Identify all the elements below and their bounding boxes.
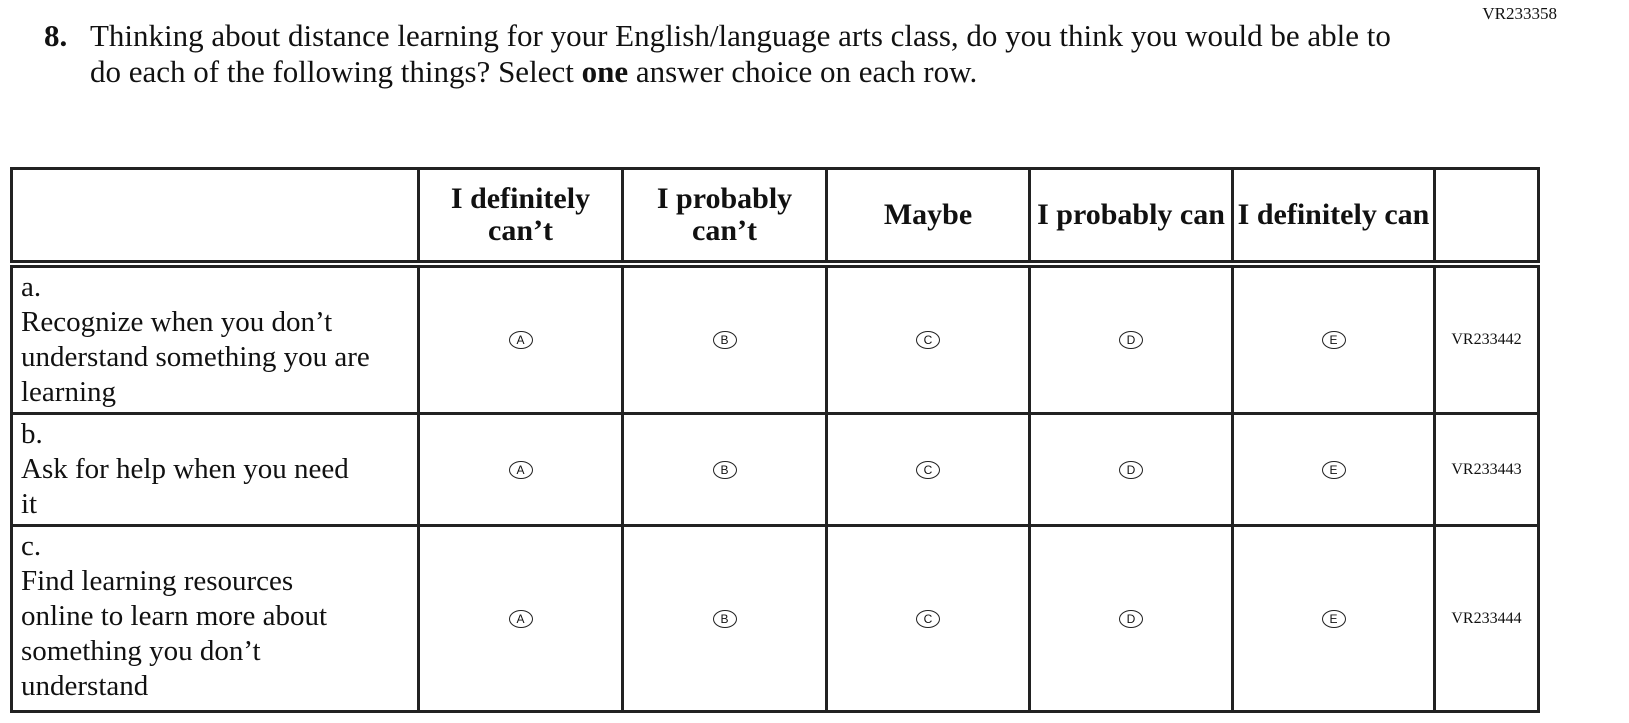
blank-header [10,167,420,268]
item-text: Ask for help when you need it [21,453,349,520]
table-row: a.Recognize when you don’t understand so… [10,262,1540,415]
answer-bubble-a[interactable]: A [508,331,533,349]
option-cell: E [1231,412,1436,527]
column-header: I probably can [1028,167,1234,268]
item-label: c. [21,530,42,562]
answer-bubble-d[interactable]: D [1119,460,1143,479]
option-cell: C [825,262,1031,415]
answer-bubble-b[interactable]: B [712,460,737,479]
option-cell: B [621,412,828,527]
column-header: Maybe [825,167,1031,268]
option-cell: C [825,412,1031,527]
option-cell: E [1231,524,1436,713]
table-row: c.Find learning resources online to lear… [10,524,1540,713]
item-code: VR233444 [1433,524,1540,713]
answer-bubble-e[interactable]: E [1321,460,1346,479]
option-cell: A [417,524,624,713]
question-emphasis: one [581,54,629,89]
table-row: b.Ask for help when you need it A B C D E VR23… [10,412,1540,527]
question-number: 8. [44,18,68,53]
item-cell: a.Recognize when you don’t understand so… [10,262,420,415]
question: 8. Thinking about distance learning for … [44,18,1424,90]
response-grid: I definitely can’t I probably can’t Mayb… [10,167,1540,713]
column-header: I definitely can [1231,167,1436,268]
question-text-part: Thinking about distance learning for you… [90,18,1391,89]
code-header [1433,167,1540,268]
item-cell: c.Find learning resources online to lear… [10,524,420,713]
question-text-part: answer choice on each row. [628,54,978,89]
answer-bubble-c[interactable]: C [916,331,940,349]
answer-bubble-e[interactable]: E [1321,331,1346,349]
option-cell: B [621,262,828,415]
answer-bubble-c[interactable]: C [916,609,940,628]
column-header: I probably can’t [621,167,828,268]
item-code: VR233442 [1433,262,1540,415]
answer-bubble-c[interactable]: C [916,460,940,479]
option-cell: A [417,262,624,415]
answer-bubble-b[interactable]: B [712,331,737,349]
answer-bubble-d[interactable]: D [1119,609,1143,628]
item-text: Recognize when you don’t understand some… [21,306,370,408]
header-row: I definitely can’t I probably can’t Mayb… [10,167,1540,268]
column-header: I definitely can’t [417,167,624,268]
item-code: VR233443 [1433,412,1540,527]
question-text: Thinking about distance learning for you… [90,18,1424,90]
option-cell: D [1028,412,1234,527]
answer-bubble-a[interactable]: A [508,609,533,628]
item-label: b. [21,418,43,450]
option-cell: B [621,524,828,713]
answer-bubble-a[interactable]: A [508,460,533,479]
answer-bubble-d[interactable]: D [1119,331,1143,349]
option-cell: A [417,412,624,527]
option-cell: E [1231,262,1436,415]
option-cell: C [825,524,1031,713]
option-cell: D [1028,524,1234,713]
item-cell: b.Ask for help when you need it [10,412,420,527]
item-text: Find learning resources online to learn … [21,565,328,702]
item-label: a. [21,271,42,303]
option-cell: D [1028,262,1234,415]
page-code: VR233358 [1482,4,1557,23]
answer-bubble-e[interactable]: E [1321,609,1346,628]
answer-bubble-b[interactable]: B [712,609,737,628]
